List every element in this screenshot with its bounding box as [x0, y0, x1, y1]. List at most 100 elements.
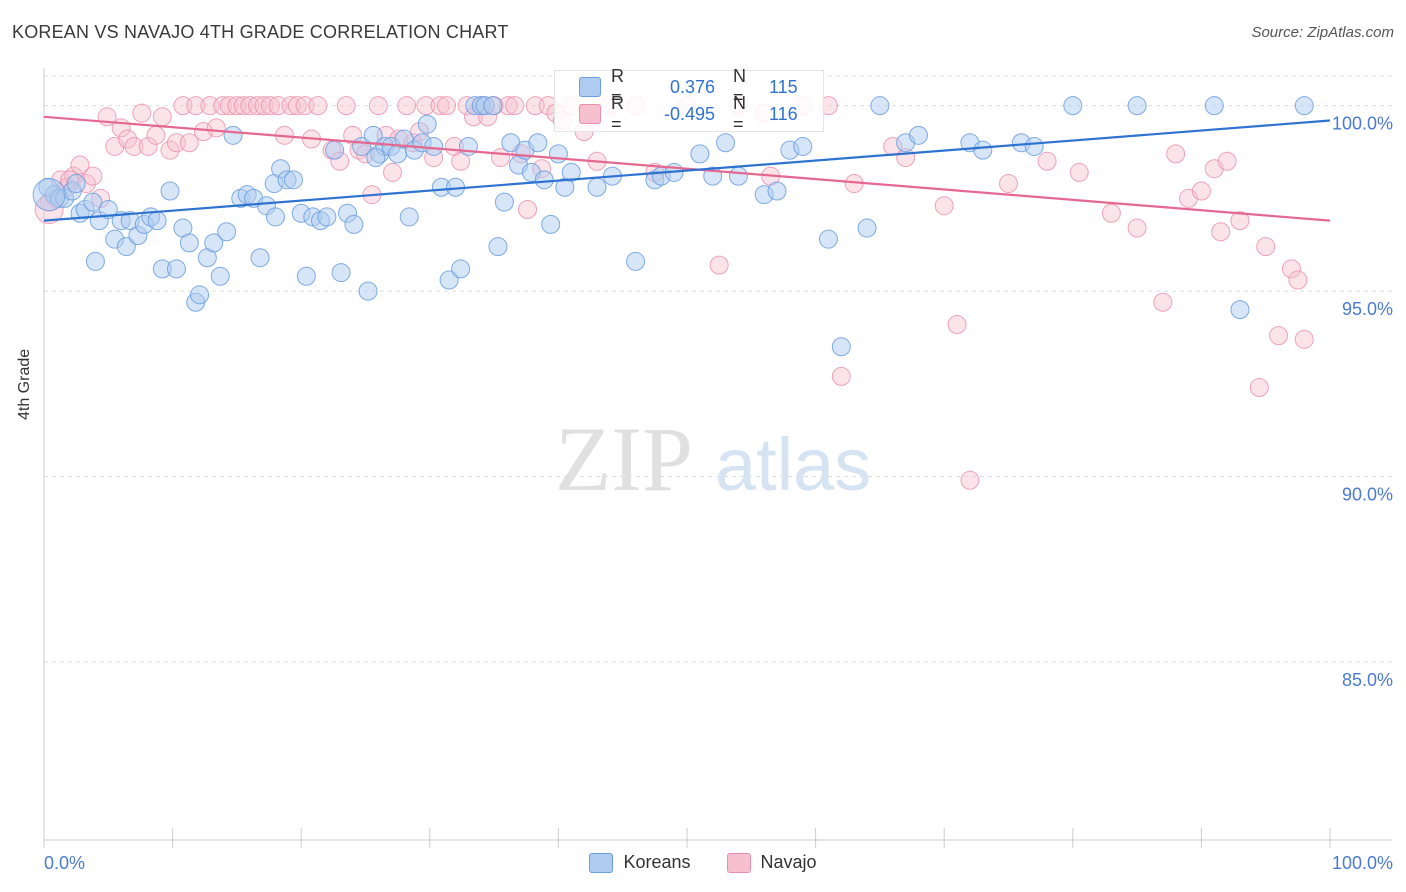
legend-item-koreans[interactable]: Koreans	[589, 852, 691, 873]
navajo-point	[416, 96, 436, 116]
navajo-point	[193, 122, 213, 142]
y-tick-label: 100.0%	[1332, 114, 1393, 134]
navajo-point	[505, 96, 525, 116]
koreans-point	[160, 181, 180, 201]
koreans-point	[716, 133, 736, 153]
koreans-point	[179, 233, 199, 253]
x-tick-label-min: 0.0%	[44, 853, 85, 873]
navajo-point	[1281, 259, 1301, 279]
navajo-point	[152, 107, 172, 127]
koreans-point	[217, 222, 237, 242]
y-tick-label: 95.0%	[1342, 299, 1393, 319]
koreans-point	[210, 266, 230, 286]
navajo-point	[1256, 237, 1276, 257]
koreans-point	[439, 270, 459, 290]
navajo-point	[160, 140, 180, 160]
navajo-point	[1294, 329, 1314, 349]
koreans-point	[325, 140, 345, 160]
source-label: Source: ZipAtlas.com	[1251, 24, 1394, 41]
koreans-point	[494, 192, 514, 212]
grid-lines	[44, 75, 1392, 663]
chart-title: KOREAN VS NAVAJO 4TH GRADE CORRELATION C…	[12, 22, 509, 42]
koreans-point	[973, 140, 993, 160]
koreans-point	[166, 259, 186, 279]
legend-item-navajo[interactable]: Navajo	[726, 852, 817, 873]
koreans-point	[366, 148, 386, 168]
navajo-point	[132, 103, 152, 123]
navajo-legend-swatch	[726, 852, 751, 873]
navajo-point	[1153, 292, 1173, 312]
navajo-point	[1069, 162, 1089, 182]
koreans-point	[857, 218, 877, 238]
koreans-point	[358, 281, 378, 301]
navajo-point	[1269, 326, 1289, 346]
navajo-point	[336, 96, 356, 116]
koreans-point	[331, 263, 351, 283]
r-value: -0.495	[663, 103, 715, 124]
koreans-point	[116, 237, 136, 257]
koreans-point	[399, 207, 419, 227]
koreans-point	[265, 207, 285, 227]
koreans-point	[587, 177, 607, 197]
koreans-point	[451, 259, 471, 279]
trend-lines	[43, 115, 1331, 222]
koreans-point	[690, 144, 710, 164]
koreans-point	[793, 136, 813, 156]
navajo-point	[709, 255, 729, 275]
navajo-point	[254, 96, 274, 116]
navajo-point	[451, 151, 471, 171]
navajo-point	[138, 136, 158, 156]
navajo-point	[179, 133, 199, 153]
navajo-point	[1288, 270, 1308, 290]
legend-label-navajo: Navajo	[760, 852, 817, 872]
watermark: ZIP atlas	[555, 408, 871, 510]
koreans-point	[767, 181, 787, 201]
navajo-point	[1211, 222, 1231, 242]
r-label: R =	[611, 66, 624, 107]
koreans-point	[1204, 96, 1224, 116]
koreans-legend-swatch	[589, 852, 614, 873]
n-value: 116	[769, 103, 798, 124]
n-value: 115	[769, 76, 798, 97]
navajo-point	[124, 136, 144, 156]
koreans-point	[483, 96, 503, 116]
navajo-point	[430, 96, 450, 116]
navajo-point	[437, 96, 457, 116]
y-axis-label: 4th Grade	[16, 348, 33, 420]
koreans-point	[458, 136, 478, 156]
watermark-atlas: atlas	[715, 423, 871, 506]
navajo-point	[70, 155, 90, 175]
koreans-point	[85, 251, 105, 271]
n-label: N =	[733, 66, 746, 107]
navajo-point	[934, 196, 954, 216]
navajo-point	[1230, 211, 1250, 231]
koreans-point	[1294, 96, 1314, 116]
koreans-trend-line	[43, 119, 1331, 222]
navajo-point	[999, 174, 1018, 194]
koreans-point	[870, 96, 890, 116]
navajo-point	[213, 96, 233, 116]
navajo-point	[1249, 378, 1269, 398]
navajo-point	[1217, 151, 1237, 171]
koreans-point	[296, 266, 316, 286]
koreans-point	[283, 170, 303, 190]
navajo-point	[397, 96, 417, 116]
koreans-point	[1063, 96, 1083, 116]
navajo-point	[83, 166, 103, 186]
navajo-point	[1127, 218, 1147, 238]
koreans-point	[344, 214, 364, 234]
navajo-point	[1037, 151, 1057, 171]
navajo-point	[1101, 203, 1121, 223]
koreans-point	[1127, 96, 1147, 116]
koreans-point	[1024, 136, 1044, 156]
koreans-point	[541, 214, 561, 234]
navajo-point	[518, 200, 538, 220]
navajo-point	[383, 162, 403, 182]
navajo-trend-line	[43, 115, 1331, 222]
koreans-point	[66, 174, 86, 194]
r-value: 0.376	[669, 76, 715, 97]
r-label: R =	[611, 93, 624, 134]
koreans-point	[223, 125, 243, 145]
navajo-point	[240, 96, 260, 116]
